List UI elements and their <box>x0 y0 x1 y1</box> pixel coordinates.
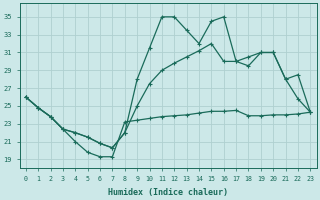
X-axis label: Humidex (Indice chaleur): Humidex (Indice chaleur) <box>108 188 228 197</box>
